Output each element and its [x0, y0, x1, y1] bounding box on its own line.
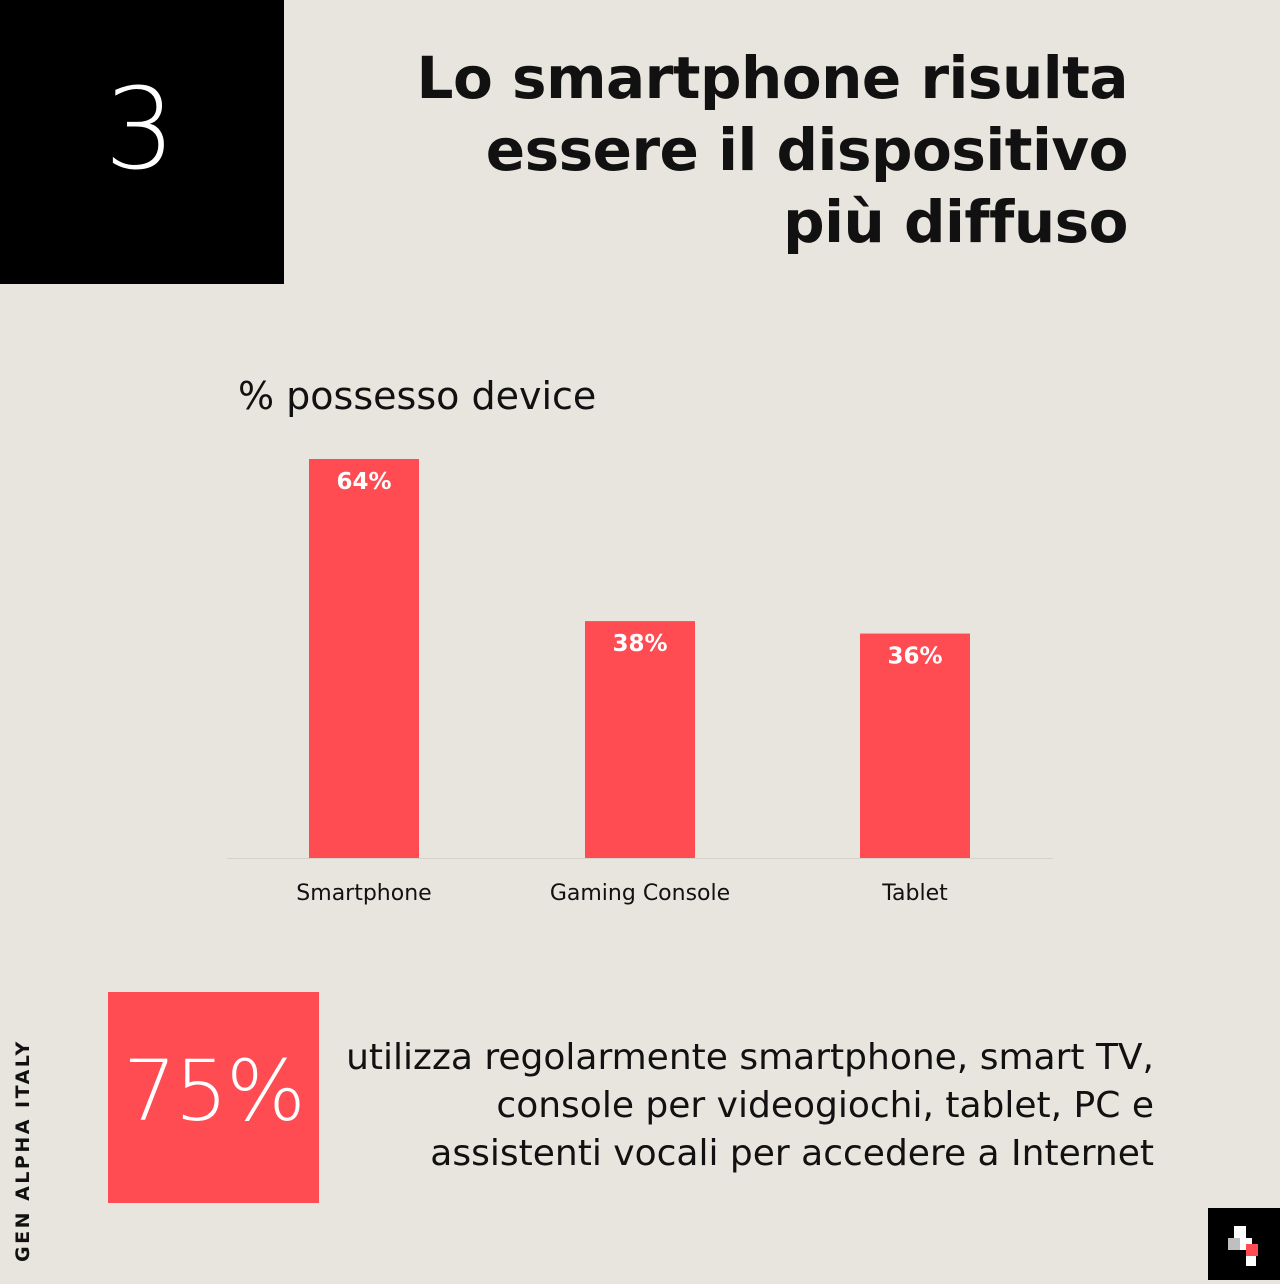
brand-label: GEN ALPHA ITALY [12, 1039, 34, 1262]
data-label: 36% [887, 644, 942, 670]
stat-box: 75% [108, 992, 319, 1203]
bar-smartphone [309, 459, 419, 858]
bar-tablet [860, 633, 970, 858]
logo-mark [1228, 1226, 1258, 1266]
bar-gaming-console [585, 621, 695, 858]
x-tick-label: Smartphone [296, 881, 431, 906]
logo-icon [1208, 1208, 1280, 1280]
headline: Lo smartphone risulta essere il disposit… [416, 44, 1129, 256]
slide-number: 3 [104, 65, 176, 195]
slide-number-box: 3 [0, 0, 284, 284]
chart-title: % possesso device [238, 374, 597, 418]
data-label: 38% [612, 631, 667, 657]
x-tick-label: Gaming Console [550, 881, 730, 906]
stat-text: utilizza regolarmente smartphone, smart … [346, 1037, 1154, 1174]
data-label: 64% [336, 469, 391, 495]
x-tick-label: Tablet [881, 881, 948, 906]
stat-value: 75% [123, 1041, 306, 1140]
bar-chart: 64% Smartphone 38% Gaming Console 36% Tablet [227, 459, 1053, 906]
